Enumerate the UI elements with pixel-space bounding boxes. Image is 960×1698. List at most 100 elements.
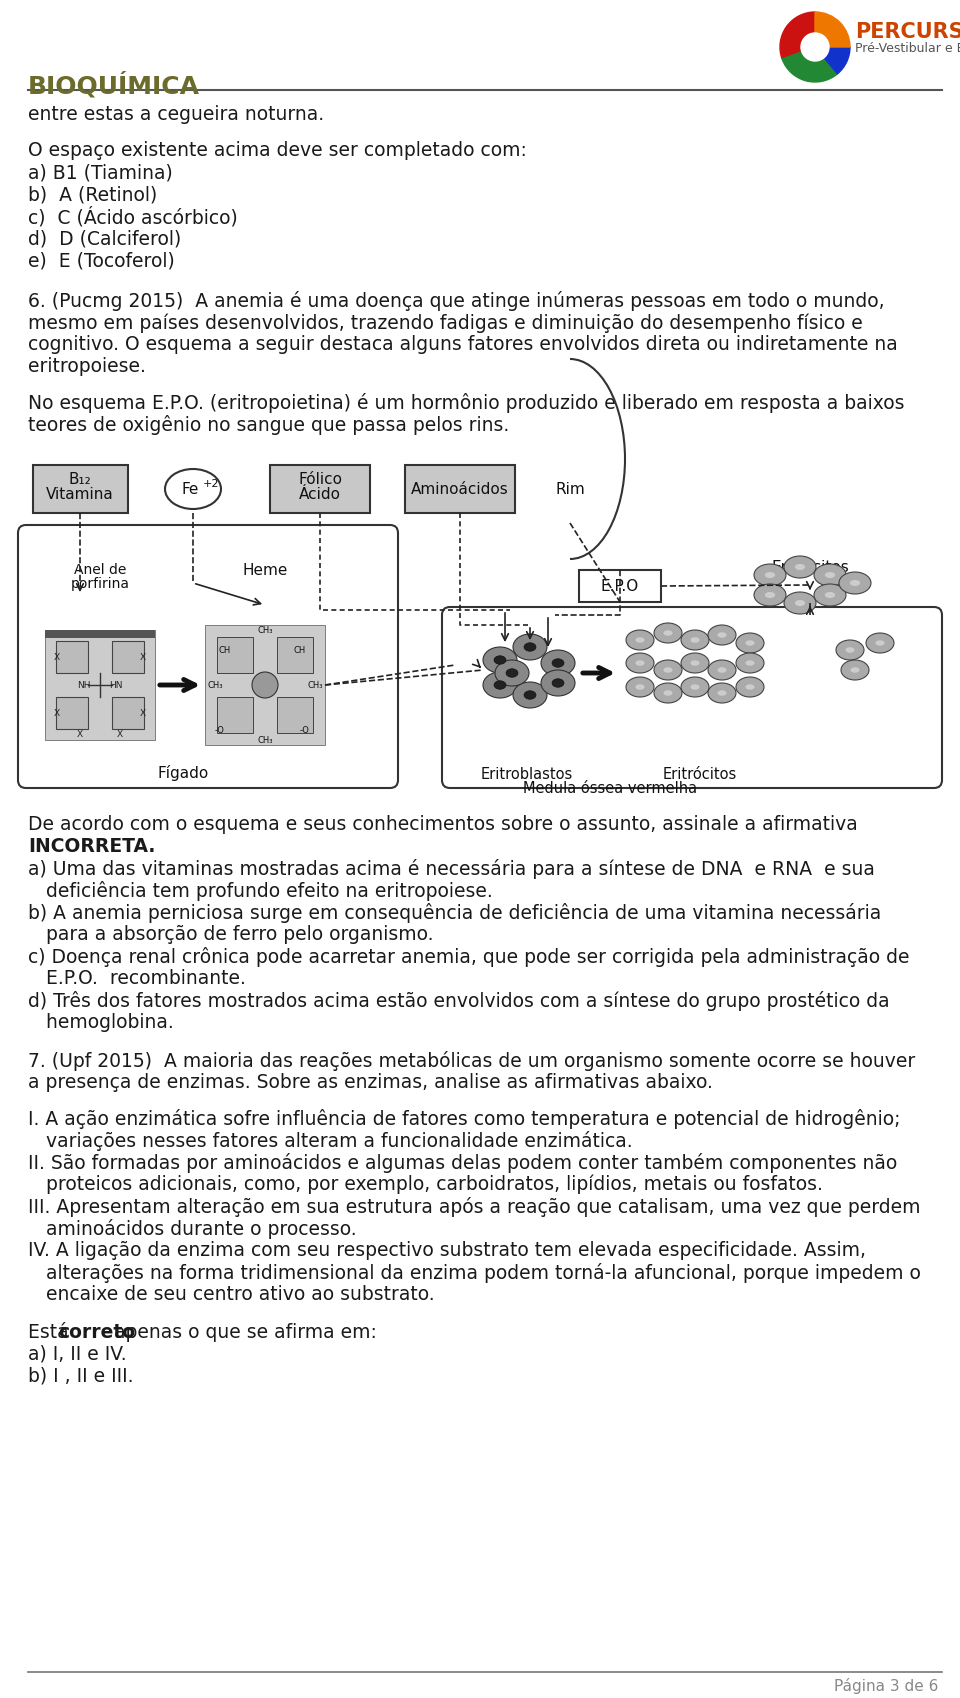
Text: Aminoácidos: Aminoácidos	[411, 482, 509, 496]
Circle shape	[252, 672, 278, 698]
Ellipse shape	[784, 555, 816, 577]
Ellipse shape	[846, 647, 854, 652]
Ellipse shape	[663, 630, 673, 635]
Text: Pré-Vestibular e ENEM: Pré-Vestibular e ENEM	[855, 42, 960, 54]
FancyBboxPatch shape	[205, 625, 325, 745]
Text: Rim: Rim	[555, 482, 585, 496]
Ellipse shape	[654, 683, 682, 703]
Ellipse shape	[851, 667, 859, 672]
Text: mesmo em países desenvolvidos, trazendo fadigas e diminuição do desempenho físic: mesmo em países desenvolvidos, trazendo …	[28, 312, 863, 333]
Text: III. Apresentam alteração em sua estrutura após a reação que catalisam, uma vez : III. Apresentam alteração em sua estrutu…	[28, 1197, 921, 1217]
Text: Fe: Fe	[181, 482, 199, 496]
Text: B₁₂: B₁₂	[68, 472, 91, 487]
Ellipse shape	[636, 684, 644, 689]
Ellipse shape	[736, 654, 764, 672]
Text: Está: Está	[28, 1323, 75, 1341]
Text: Ácido: Ácido	[299, 487, 341, 503]
FancyBboxPatch shape	[45, 630, 155, 638]
Circle shape	[778, 10, 852, 83]
Ellipse shape	[654, 661, 682, 679]
FancyBboxPatch shape	[217, 637, 253, 672]
Ellipse shape	[708, 625, 736, 645]
Text: Eritrócitos: Eritrócitos	[771, 560, 849, 576]
Text: X: X	[77, 730, 84, 739]
Text: alterações na forma tridimensional da enzima podem torná-la afuncional, porque i: alterações na forma tridimensional da en…	[28, 1263, 921, 1284]
Ellipse shape	[524, 691, 536, 700]
Wedge shape	[815, 48, 850, 73]
Ellipse shape	[513, 683, 547, 708]
Ellipse shape	[746, 661, 755, 666]
FancyBboxPatch shape	[405, 465, 515, 513]
Text: X: X	[54, 708, 60, 718]
Ellipse shape	[825, 572, 835, 577]
Text: PERCURSO: PERCURSO	[855, 22, 960, 42]
Text: c) Doença renal crônica pode acarretar anemia, que pode ser corrigida pela admin: c) Doença renal crônica pode acarretar a…	[28, 947, 909, 966]
Text: entre estas a cegueira noturna.: entre estas a cegueira noturna.	[28, 105, 324, 124]
Ellipse shape	[784, 593, 816, 615]
Text: CH₃: CH₃	[207, 681, 223, 689]
Ellipse shape	[495, 661, 529, 686]
Ellipse shape	[494, 681, 506, 689]
Ellipse shape	[494, 655, 506, 664]
Text: Fígado: Fígado	[157, 766, 208, 781]
Ellipse shape	[513, 633, 547, 661]
Text: eritropoiese.: eritropoiese.	[28, 357, 146, 375]
Text: De acordo com o esquema e seus conhecimentos sobre o assunto, assinale a afirmat: De acordo com o esquema e seus conhecime…	[28, 815, 857, 834]
Ellipse shape	[795, 599, 805, 606]
Ellipse shape	[708, 661, 736, 679]
Ellipse shape	[483, 672, 517, 698]
Text: d)  D (Calciferol): d) D (Calciferol)	[28, 229, 181, 248]
Ellipse shape	[626, 654, 654, 672]
Ellipse shape	[754, 584, 786, 606]
Ellipse shape	[690, 661, 700, 666]
FancyBboxPatch shape	[112, 696, 144, 728]
Ellipse shape	[736, 678, 764, 696]
Text: deficiência tem profundo efeito na eritropoiese.: deficiência tem profundo efeito na eritr…	[28, 881, 492, 902]
FancyBboxPatch shape	[277, 696, 313, 734]
Ellipse shape	[754, 564, 786, 586]
Text: CH₃: CH₃	[307, 681, 323, 689]
Ellipse shape	[626, 678, 654, 696]
Ellipse shape	[483, 647, 517, 672]
Text: c)  C (Ácido ascórbico): c) C (Ácido ascórbico)	[28, 207, 238, 228]
FancyBboxPatch shape	[56, 642, 88, 672]
Ellipse shape	[841, 661, 869, 679]
Wedge shape	[815, 12, 850, 48]
FancyBboxPatch shape	[45, 630, 155, 740]
Text: Heme: Heme	[242, 564, 288, 577]
Text: Eritroblastos: Eritroblastos	[481, 767, 573, 783]
Ellipse shape	[541, 671, 575, 696]
Text: 7. (Upf 2015)  A maioria das reações metabólicas de um organismo somente ocorre : 7. (Upf 2015) A maioria das reações meta…	[28, 1051, 915, 1071]
Ellipse shape	[524, 644, 536, 652]
Ellipse shape	[663, 667, 673, 672]
Text: Página 3 de 6: Página 3 de 6	[833, 1678, 938, 1695]
Text: E.P.O: E.P.O	[601, 579, 639, 594]
FancyBboxPatch shape	[270, 465, 370, 513]
Ellipse shape	[690, 637, 700, 644]
Ellipse shape	[814, 584, 846, 606]
Text: X: X	[140, 708, 146, 718]
Text: X: X	[54, 652, 60, 662]
Ellipse shape	[552, 679, 564, 688]
Ellipse shape	[876, 640, 884, 645]
Text: CH₃: CH₃	[257, 735, 273, 744]
Text: variações nesses fatores alteram a funcionalidade enzimática.: variações nesses fatores alteram a funci…	[28, 1131, 633, 1151]
Ellipse shape	[681, 678, 709, 696]
FancyBboxPatch shape	[217, 696, 253, 734]
Ellipse shape	[626, 630, 654, 650]
Ellipse shape	[636, 661, 644, 666]
Text: II. São formadas por aminoácidos e algumas delas podem conter também componentes: II. São formadas por aminoácidos e algum…	[28, 1153, 898, 1173]
Text: NH: NH	[77, 681, 91, 689]
FancyBboxPatch shape	[56, 696, 88, 728]
Text: No esquema E.P.O. (eritropoietina) é um hormônio produzido e liberado em respost: No esquema E.P.O. (eritropoietina) é um …	[28, 392, 904, 413]
Text: e)  E (Tocoferol): e) E (Tocoferol)	[28, 251, 175, 270]
Ellipse shape	[814, 564, 846, 586]
Ellipse shape	[541, 650, 575, 676]
Ellipse shape	[839, 572, 871, 594]
Text: correto: correto	[58, 1323, 135, 1341]
Ellipse shape	[825, 593, 835, 598]
Text: hemoglobina.: hemoglobina.	[28, 1014, 174, 1032]
Text: b)  A (Retinol): b) A (Retinol)	[28, 185, 157, 204]
Ellipse shape	[765, 593, 776, 598]
Text: encaixe de seu centro ativo ao substrato.: encaixe de seu centro ativo ao substrato…	[28, 1285, 435, 1304]
